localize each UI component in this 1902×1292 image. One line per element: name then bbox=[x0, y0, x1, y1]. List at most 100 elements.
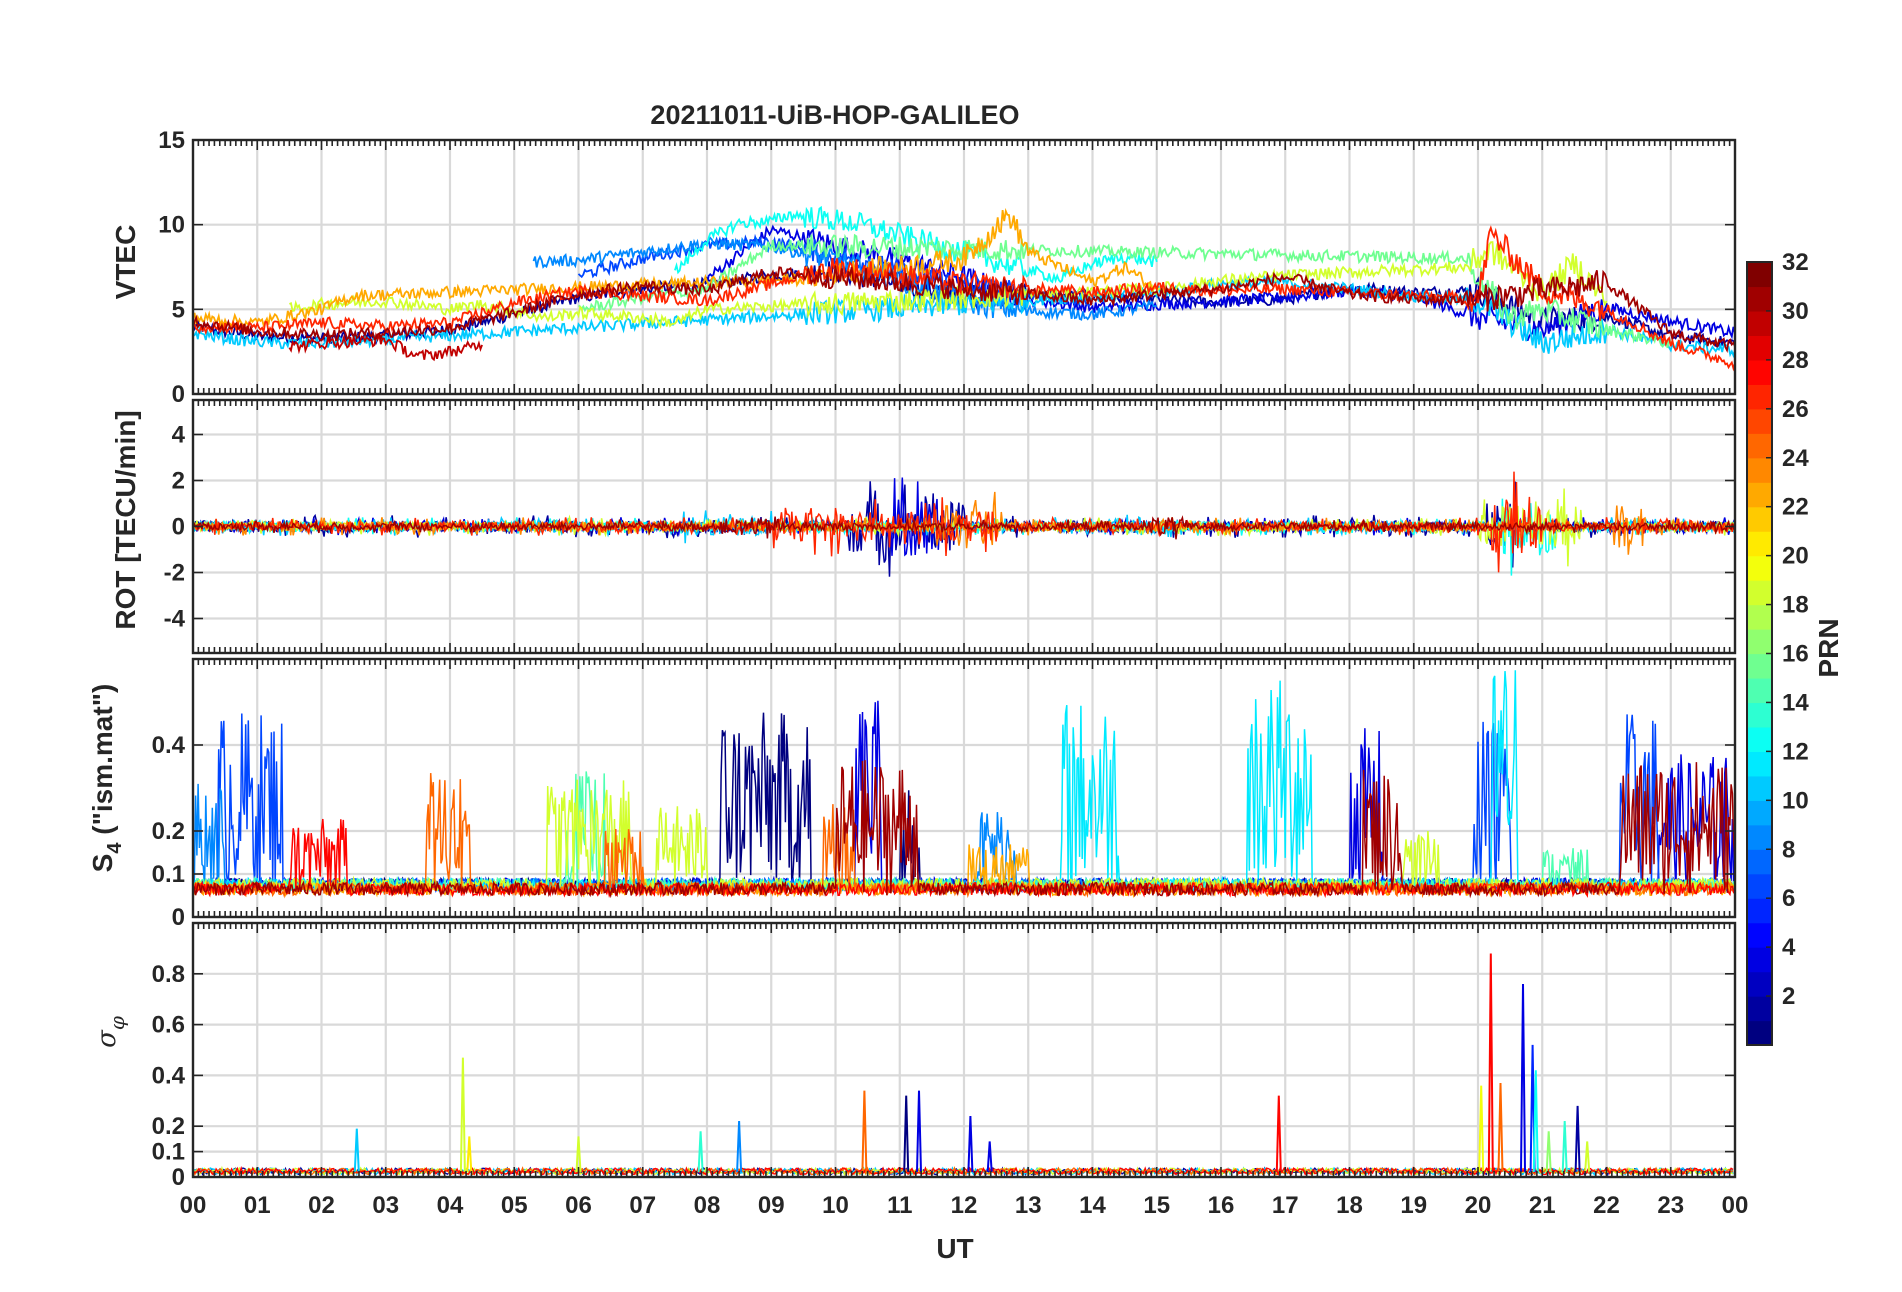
colorbar-tick-label: 22 bbox=[1782, 494, 1809, 521]
y-tick-label: -2 bbox=[164, 560, 185, 587]
colorbar-tick-label: 10 bbox=[1782, 787, 1809, 814]
chart-title: 20211011-UiB-HOP-GALILEO bbox=[650, 100, 1019, 130]
colorbar-cell bbox=[1747, 1020, 1772, 1046]
colorbar-tick-label: 30 bbox=[1782, 298, 1809, 325]
spike-prn-4 bbox=[967, 1115, 974, 1172]
spike-prn-14 bbox=[697, 1131, 704, 1172]
y-tick-label: 0.1 bbox=[152, 1139, 185, 1166]
ylabel-rot: ROT [TECU/min] bbox=[110, 410, 141, 629]
colorbar-tick-label: 8 bbox=[1782, 836, 1795, 863]
x-tick-label: 05 bbox=[501, 1192, 528, 1219]
colorbar-cell bbox=[1747, 677, 1772, 704]
colorbar-cell bbox=[1747, 482, 1772, 508]
x-tick-label: 09 bbox=[758, 1192, 785, 1219]
y-tick-label: 0.8 bbox=[152, 961, 185, 988]
colorbar-cell bbox=[1747, 751, 1772, 777]
x-tick-label: 02 bbox=[308, 1192, 335, 1219]
y-tick-label: 0.4 bbox=[152, 1062, 186, 1089]
x-tick-label: 18 bbox=[1336, 1192, 1363, 1219]
colorbar-cell bbox=[1747, 457, 1772, 483]
spike-prn-25 bbox=[861, 1090, 868, 1172]
x-tick-label: 11 bbox=[887, 1192, 912, 1219]
x-tick-label: 03 bbox=[372, 1192, 399, 1219]
colorbar-cell bbox=[1747, 433, 1772, 459]
spike-prn-20 bbox=[1478, 1085, 1485, 1172]
x-tick-label: 17 bbox=[1272, 1192, 1299, 1219]
colorbar-cell bbox=[1747, 555, 1772, 581]
series-line-prn-31 bbox=[193, 265, 1735, 353]
data-s4 bbox=[193, 670, 1735, 899]
colorbar-cell bbox=[1747, 726, 1772, 752]
colorbar-tick-label: 12 bbox=[1782, 738, 1809, 765]
y-tick-label: 0 bbox=[172, 904, 185, 931]
colorbar-cell bbox=[1747, 408, 1772, 434]
spike-prn-19 bbox=[459, 1057, 466, 1172]
y-tick-label: 0.1 bbox=[152, 861, 185, 888]
panel-s4: 0 0.1 0.2 0.4 bbox=[152, 657, 1737, 931]
colorbar-tick-label: 16 bbox=[1782, 641, 1809, 668]
spike-prn-13 bbox=[1532, 1070, 1539, 1172]
spike-prn-19 bbox=[575, 1136, 582, 1172]
x-tick-label: 04 bbox=[437, 1192, 464, 1219]
y-tick-label: 0.2 bbox=[152, 1113, 185, 1140]
colorbar-tick-label: 4 bbox=[1782, 934, 1796, 961]
x-tick-label: 01 bbox=[244, 1192, 271, 1219]
ylabel-sigma: σφ bbox=[92, 1016, 129, 1048]
x-tick-labels: 00 01 02 03 04 05 06 07 08 09 10 11 12 13 14 15 16 17 18 19… bbox=[180, 1192, 1749, 1219]
y-tick-label: 0 bbox=[172, 514, 185, 541]
colorbar-tick-label: 20 bbox=[1782, 543, 1809, 570]
x-tick-label: 10 bbox=[822, 1192, 849, 1219]
colorbar-tick-label: 14 bbox=[1782, 689, 1809, 716]
colorbar-tick-label: 2 bbox=[1782, 983, 1795, 1010]
colorbar-cell bbox=[1747, 775, 1772, 801]
spike-prn-2 bbox=[1574, 1105, 1581, 1172]
x-tick-label: 23 bbox=[1657, 1192, 1684, 1219]
series-line-prn-31 bbox=[193, 515, 1735, 540]
colorbar-cell bbox=[1747, 849, 1772, 875]
ylabel-s4-main: S bbox=[87, 854, 118, 873]
data-rot bbox=[193, 471, 1735, 577]
ylabel-vtec: VTEC bbox=[110, 225, 141, 300]
y-tick-label: 0 bbox=[172, 381, 185, 408]
x-tick-label: 06 bbox=[565, 1192, 592, 1219]
panel-sigma: 00.10.2 0.4 0.6 0.8 bbox=[152, 921, 1737, 1191]
spike-prn-1 bbox=[903, 1095, 910, 1172]
y-tick-label: 2 bbox=[172, 468, 185, 495]
colorbar-tick-label: 26 bbox=[1782, 396, 1809, 423]
colorbar-cell bbox=[1747, 702, 1772, 728]
series-line-prn-13 bbox=[674, 205, 1158, 284]
y-tick-label: 0.2 bbox=[152, 818, 185, 845]
x-tick-label: 21 bbox=[1529, 1192, 1556, 1219]
colorbar-cell bbox=[1747, 580, 1772, 606]
y-tick-label: 15 bbox=[158, 127, 185, 154]
x-tick-label: 12 bbox=[951, 1192, 978, 1219]
y-tick-label: 10 bbox=[158, 212, 185, 239]
colorbar-cell bbox=[1747, 873, 1772, 899]
spike-prn-11 bbox=[353, 1128, 360, 1172]
data-vtec bbox=[193, 205, 1735, 372]
colorbar-tick-label: 18 bbox=[1782, 592, 1809, 619]
series-line-prn-31 bbox=[193, 760, 1735, 899]
colorbar-cell bbox=[1747, 800, 1772, 826]
x-tick-label: 00 bbox=[180, 1192, 207, 1219]
colorbar-cell bbox=[1747, 824, 1772, 850]
colorbar-tick-label: 24 bbox=[1782, 445, 1809, 472]
y-tick-label: 4 bbox=[172, 422, 186, 449]
colorbar-cell bbox=[1747, 506, 1772, 532]
colorbar-cell bbox=[1747, 310, 1772, 337]
colorbar-cell bbox=[1747, 604, 1772, 630]
colorbar-cell bbox=[1747, 629, 1772, 655]
y-tick-label: 5 bbox=[172, 296, 185, 323]
x-tick-label: 13 bbox=[1015, 1192, 1042, 1219]
x-tick-label: 07 bbox=[629, 1192, 656, 1219]
x-tick-label: 00 bbox=[1722, 1192, 1749, 1219]
spike-prn-4 bbox=[916, 1090, 922, 1172]
ylabel-sigma-main: σ bbox=[92, 1029, 122, 1048]
x-tick-label: 20 bbox=[1465, 1192, 1492, 1219]
series-line-prn-30 bbox=[288, 331, 483, 362]
x-tick-label: 16 bbox=[1208, 1192, 1235, 1219]
x-tick-label: 22 bbox=[1593, 1192, 1620, 1219]
ylabel-s4-rest: ("ism.mat") bbox=[87, 684, 118, 843]
spike-prn-4 bbox=[986, 1141, 993, 1172]
spike-prn-4 bbox=[1520, 983, 1526, 1172]
